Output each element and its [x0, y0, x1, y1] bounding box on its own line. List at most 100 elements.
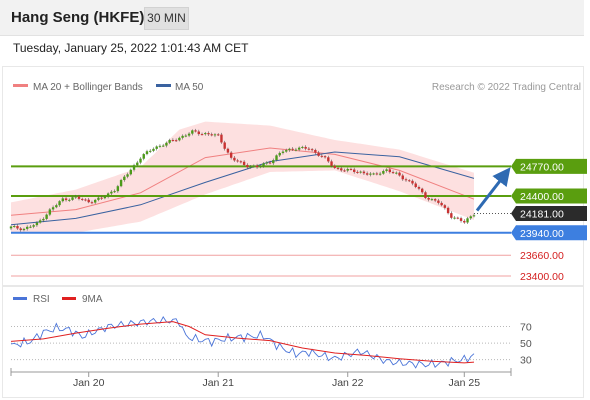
candle-up: [9, 226, 13, 229]
candle-down: [404, 179, 408, 181]
candle-down: [239, 161, 243, 163]
candle-down: [84, 199, 87, 201]
candle-up: [278, 152, 281, 156]
candle-up: [395, 172, 398, 174]
candle-down: [87, 199, 90, 203]
candle-down: [307, 148, 311, 150]
candle-down: [233, 157, 236, 161]
candle-up: [191, 130, 194, 134]
ma20-legend-label: MA 20 + Bollinger Bands: [33, 82, 143, 93]
current-level-label: 24181.00: [520, 209, 564, 221]
candle-down: [310, 149, 314, 151]
timeframe-button[interactable]: 30 MIN: [144, 7, 189, 30]
candle-down: [414, 183, 417, 188]
candle-down: [401, 175, 404, 180]
candle-down: [437, 200, 440, 203]
price-panel-frame: [2, 66, 584, 286]
support-level-label: 23940.00: [520, 228, 564, 240]
candle-up: [35, 222, 39, 226]
credit-label: Research © 2022 Trading Central: [432, 82, 581, 93]
candle-down: [446, 207, 450, 214]
candle-down: [223, 142, 226, 149]
candle-up: [359, 171, 362, 173]
candle-up: [55, 205, 58, 208]
candle-down: [100, 197, 103, 199]
candle-down: [327, 157, 330, 162]
rsi-ma-legend-label: 9MA: [82, 294, 103, 305]
time-axis-label: Jan 20: [73, 377, 105, 389]
candle-up: [385, 169, 388, 171]
candle-up: [161, 145, 165, 147]
candle-down: [443, 205, 447, 208]
candle-up: [168, 139, 171, 143]
ma20-line: [10, 147, 475, 216]
resistance-level-label: 24400.00: [520, 191, 564, 203]
candle-down: [463, 220, 466, 223]
candle-down: [255, 165, 259, 168]
candle-down: [456, 217, 460, 219]
candle-up: [93, 199, 97, 203]
candle-up: [103, 196, 107, 199]
candle-up: [204, 133, 207, 135]
candle-up: [45, 214, 48, 219]
candle-up: [181, 135, 184, 138]
candle-down: [333, 165, 336, 168]
candle-up: [252, 165, 256, 167]
candle-up: [25, 226, 29, 229]
candlesticks: [9, 128, 476, 232]
forecast-arrow: [475, 167, 511, 212]
candle-down: [320, 155, 324, 157]
candle-down: [291, 148, 294, 150]
candle-down: [411, 180, 414, 184]
ma50-legend-label: MA 50: [175, 82, 204, 93]
candle-down: [356, 171, 359, 173]
candle-up: [259, 166, 262, 168]
candle-up: [187, 133, 191, 136]
candle-up: [155, 146, 158, 149]
candle-down: [459, 218, 463, 221]
forecast-arrow-line: [475, 167, 511, 212]
candle-down: [343, 170, 346, 172]
rsi-legend-swatch: [13, 297, 27, 300]
candle-down: [424, 192, 427, 198]
target-level-label: 23660.00: [520, 250, 564, 262]
candle-down: [16, 226, 19, 229]
candle-up: [285, 150, 288, 152]
rsi-level-label: 70: [520, 322, 532, 334]
candle-up: [38, 220, 42, 223]
candle-down: [330, 161, 333, 166]
candle-up: [184, 135, 188, 137]
candle-up: [22, 228, 26, 231]
candle-up: [51, 207, 55, 210]
candle-up: [249, 166, 252, 168]
candle-up: [13, 226, 16, 228]
candle-up: [71, 197, 74, 200]
rsi-ma-legend-swatch: [62, 297, 76, 300]
candle-up: [97, 197, 100, 200]
rsi-panel-frame: [2, 286, 584, 398]
candle-up: [113, 191, 116, 193]
candle-down: [200, 134, 204, 136]
candle-up: [301, 146, 304, 148]
candle-up: [466, 218, 469, 223]
candle-down: [207, 133, 210, 135]
candle-down: [171, 139, 175, 141]
candle-up: [129, 169, 132, 175]
candle-up: [119, 180, 123, 187]
candle-down: [268, 162, 272, 164]
rsi-level-label: 30: [520, 355, 532, 367]
candle-down: [417, 187, 421, 189]
candle-up: [116, 186, 120, 192]
candle-down: [349, 168, 353, 170]
ma20-legend-swatch: [13, 84, 28, 87]
candle-down: [236, 160, 239, 162]
candle-down: [246, 164, 249, 168]
candle-up: [288, 148, 291, 151]
candle-down: [398, 172, 401, 176]
candle-up: [32, 225, 35, 227]
candle-up: [262, 163, 265, 167]
candle-up: [68, 199, 71, 201]
candle-down: [362, 171, 366, 174]
candle-down: [340, 168, 343, 171]
candle-down: [433, 199, 437, 201]
